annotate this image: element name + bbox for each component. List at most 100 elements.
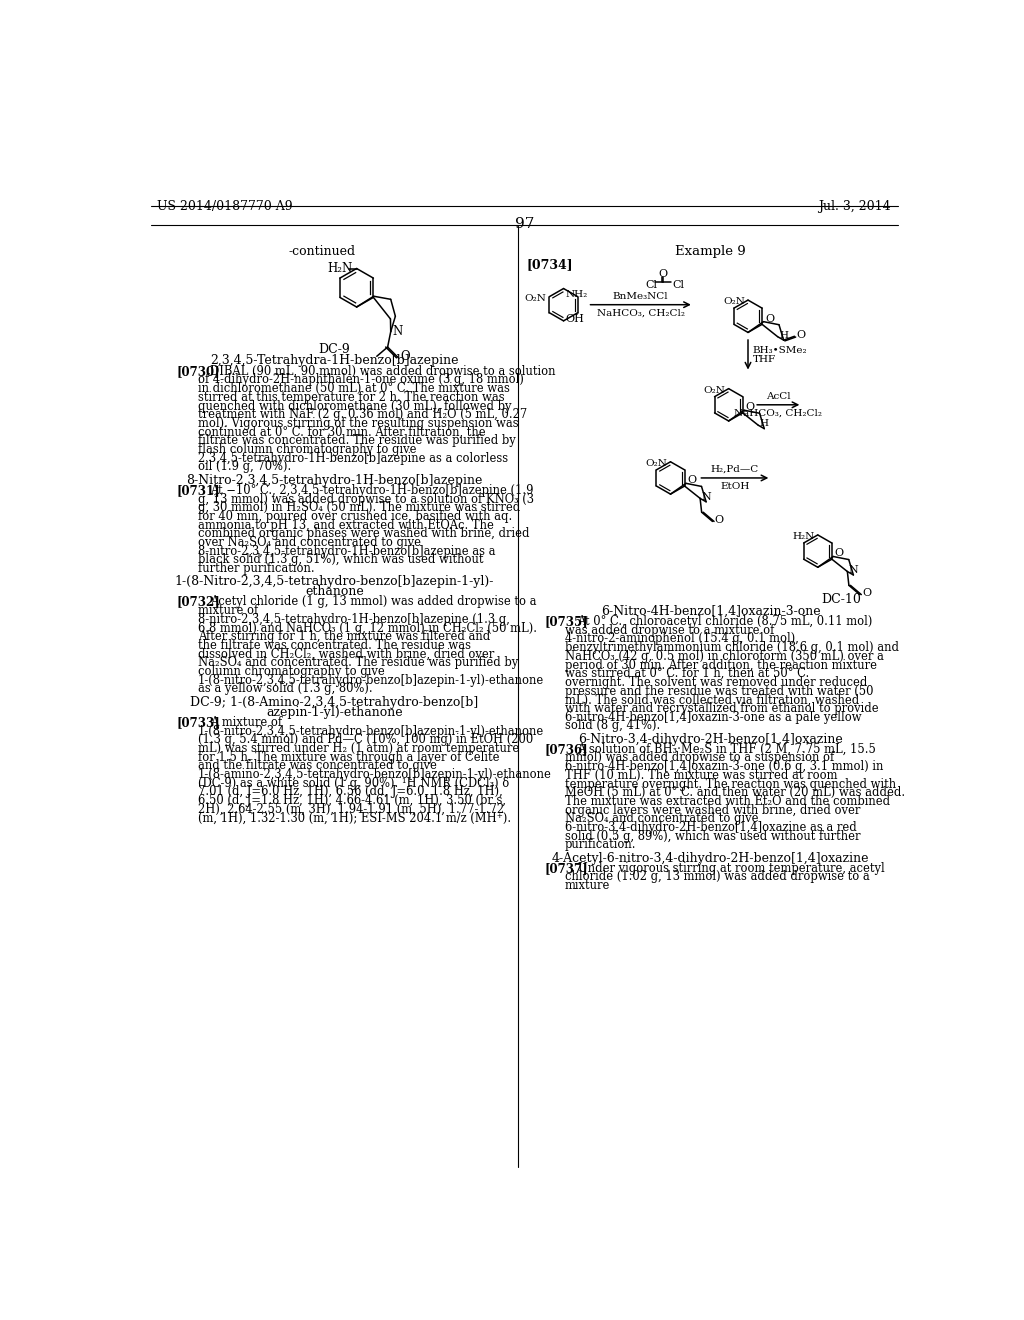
Text: O₂N: O₂N	[723, 297, 744, 306]
Text: mmol) was added dropwise to a suspension of: mmol) was added dropwise to a suspension…	[565, 751, 835, 764]
Text: as a yellow solid (1.3 g, 80%).: as a yellow solid (1.3 g, 80%).	[198, 682, 373, 696]
Text: purification.: purification.	[565, 838, 637, 851]
Text: Na₂SO₄ and concentrated. The residue was purified by: Na₂SO₄ and concentrated. The residue was…	[198, 656, 518, 669]
Text: of 4-dihydro-2H-naphthalen-1-one oxime (3 g, 18 mmol): of 4-dihydro-2H-naphthalen-1-one oxime (…	[198, 374, 523, 387]
Text: (DC-9) as a white solid (1 g, 90%). ¹H NMR (CDCl₃) δ: (DC-9) as a white solid (1 g, 90%). ¹H N…	[198, 776, 509, 789]
Text: 7.01 (d, J=6.0 Hz, 1H), 6.56 (dd, J=6.0, 1.8 Hz, 1H),: 7.01 (d, J=6.0 Hz, 1H), 6.56 (dd, J=6.0,…	[198, 785, 503, 799]
Text: flash column chromatography to give: flash column chromatography to give	[198, 444, 416, 457]
Text: -continued: -continued	[288, 244, 355, 257]
Text: 1-(8-nitro-2,3,4,5-tetrahydro-benzo[b]azepin-1-yl)-ethanone: 1-(8-nitro-2,3,4,5-tetrahydro-benzo[b]az…	[198, 673, 544, 686]
Text: US 2014/0187770 A9: US 2014/0187770 A9	[158, 199, 293, 213]
Text: was stirred at 0° C. for 1 h, then at 50° C.: was stirred at 0° C. for 1 h, then at 50…	[565, 667, 809, 680]
Text: 1-(8-Nitro-2,3,4,5-tetrahydro-benzo[b]azepin-1-yl)-: 1-(8-Nitro-2,3,4,5-tetrahydro-benzo[b]az…	[175, 576, 495, 589]
Text: for 1.5 h. The mixture was through a layer of Celite: for 1.5 h. The mixture was through a lay…	[198, 751, 500, 763]
Text: A mixture of: A mixture of	[210, 715, 283, 729]
Text: 2,3,4,5-Tetrahydra-1H-benzo[b]azepine: 2,3,4,5-Tetrahydra-1H-benzo[b]azepine	[210, 354, 459, 367]
Text: ethanone: ethanone	[305, 586, 364, 598]
Text: H: H	[760, 420, 769, 428]
Text: 8-Nitro-2,3,4,5-tetrahydro-1H-benzo[b]azepine: 8-Nitro-2,3,4,5-tetrahydro-1H-benzo[b]az…	[186, 474, 482, 487]
Text: AcCl: AcCl	[766, 392, 791, 401]
Text: mixture of: mixture of	[198, 605, 258, 618]
Text: 6.8 mmol) and NaHCO₃ (1 g, 12 mmol) in CH₂Cl₂ (50 mL).: 6.8 mmol) and NaHCO₃ (1 g, 12 mmol) in C…	[198, 622, 537, 635]
Text: [0732]: [0732]	[177, 595, 220, 609]
Text: At −10° C., 2,3,4,5-tetrahydro-1H-benzo[b]azepine (1.9: At −10° C., 2,3,4,5-tetrahydro-1H-benzo[…	[210, 484, 534, 496]
Text: DC-9: DC-9	[318, 343, 350, 356]
Text: O: O	[745, 403, 755, 412]
Text: [0737]: [0737]	[544, 862, 588, 875]
Text: O: O	[658, 269, 668, 279]
Text: H₂,Pd—C: H₂,Pd—C	[711, 465, 759, 474]
Text: with water and recrystallized from ethanol to provide: with water and recrystallized from ethan…	[565, 702, 879, 715]
Text: 4-Acetyl-6-nitro-3,4-dihydro-2H-benzo[1,4]oxazine: 4-Acetyl-6-nitro-3,4-dihydro-2H-benzo[1,…	[552, 851, 869, 865]
Text: 6-Nitro-4H-benzo[1,4]oxazin-3-one: 6-Nitro-4H-benzo[1,4]oxazin-3-one	[601, 605, 820, 618]
Text: 6-nitro-4H-benzo[1,4]oxazin-3-one (0.6 g, 3.1 mmol) in: 6-nitro-4H-benzo[1,4]oxazin-3-one (0.6 g…	[565, 760, 884, 774]
Text: solid (8 g, 41%).: solid (8 g, 41%).	[565, 719, 660, 733]
Text: over Na₂SO₄ and concentrated to give: over Na₂SO₄ and concentrated to give	[198, 536, 421, 549]
Text: Cl: Cl	[672, 280, 684, 289]
Text: black solid (1.3 g, 51%), which was used without: black solid (1.3 g, 51%), which was used…	[198, 553, 483, 566]
Text: azepin-1-yl)-ethanone: azepin-1-yl)-ethanone	[266, 706, 402, 719]
Text: A solution of BH₃·Me₂S in THF (2 M, 7.75 mL, 15.5: A solution of BH₃·Me₂S in THF (2 M, 7.75…	[578, 743, 877, 756]
Text: the filtrate was concentrated. The residue was: the filtrate was concentrated. The resid…	[198, 639, 471, 652]
Text: NaHCO₃ (42 g, 0.5 mol) in chloroform (350 mL) over a: NaHCO₃ (42 g, 0.5 mol) in chloroform (35…	[565, 649, 884, 663]
Text: NH₂: NH₂	[565, 290, 588, 300]
Text: H₂N: H₂N	[793, 532, 815, 541]
Text: O: O	[715, 515, 724, 525]
Text: quenched with dichloromethane (30 mL), followed by: quenched with dichloromethane (30 mL), f…	[198, 400, 511, 413]
Text: H: H	[779, 330, 788, 339]
Text: benzyltrimethylammonium chloride (18.6 g, 0.1 mol) and: benzyltrimethylammonium chloride (18.6 g…	[565, 642, 899, 655]
Text: O: O	[835, 548, 844, 558]
Text: DIBAL (90 mL, 90 mmol) was added dropwise to a solution: DIBAL (90 mL, 90 mmol) was added dropwis…	[210, 364, 556, 378]
Text: 6-nitro-4H-benzo[1,4]oxazin-3-one as a pale yellow: 6-nitro-4H-benzo[1,4]oxazin-3-one as a p…	[565, 710, 862, 723]
Text: 2H), 2.64-2.55 (m, 3H), 1.94-1.91 (m, 5H), 1.77-1.72: 2H), 2.64-2.55 (m, 3H), 1.94-1.91 (m, 5H…	[198, 803, 504, 816]
Text: period of 30 min. After addition, the reaction mixture: period of 30 min. After addition, the re…	[565, 659, 878, 672]
Text: O: O	[796, 330, 805, 339]
Text: N: N	[392, 325, 402, 338]
Text: 97: 97	[515, 216, 535, 231]
Text: Example 9: Example 9	[676, 244, 746, 257]
Text: chloride (1.02 g, 13 mmol) was added dropwise to a: chloride (1.02 g, 13 mmol) was added dro…	[565, 870, 869, 883]
Text: [0730]: [0730]	[177, 364, 220, 378]
Text: g, 13 mmol) was added dropwise to a solution of KNO₃ (3: g, 13 mmol) was added dropwise to a solu…	[198, 492, 534, 506]
Text: continued at 0° C. for 30 min. After filtration, the: continued at 0° C. for 30 min. After fil…	[198, 425, 485, 438]
Text: mol). Vigorous stirring of the resulting suspension was: mol). Vigorous stirring of the resulting…	[198, 417, 518, 430]
Text: 8-nitro-2,3,4,5-tetrahydro-1H-benzo[b]azepine as a: 8-nitro-2,3,4,5-tetrahydro-1H-benzo[b]az…	[198, 545, 496, 558]
Text: solid (0.5 g, 89%), which was used without further: solid (0.5 g, 89%), which was used witho…	[565, 830, 860, 842]
Text: O₂N: O₂N	[645, 459, 668, 467]
Text: further purification.: further purification.	[198, 562, 314, 576]
Text: pressure and the residue was treated with water (50: pressure and the residue was treated wit…	[565, 685, 873, 697]
Text: and the filtrate was concentrated to give: and the filtrate was concentrated to giv…	[198, 759, 436, 772]
Text: was added dropwise to a mixture of: was added dropwise to a mixture of	[565, 624, 774, 636]
Text: N: N	[849, 565, 859, 576]
Text: NaHCO₃, CH₂Cl₂: NaHCO₃, CH₂Cl₂	[597, 309, 685, 318]
Text: g, 30 mmol) in H₂SO₄ (50 mL). The mixture was stirred: g, 30 mmol) in H₂SO₄ (50 mL). The mixtur…	[198, 502, 520, 515]
Text: Under vigorous stirring at room temperature, acetyl: Under vigorous stirring at room temperat…	[578, 862, 885, 875]
Text: mL) was stirred under H₂ (1 atm) at room temperature: mL) was stirred under H₂ (1 atm) at room…	[198, 742, 519, 755]
Text: stirred at this temperature for 2 h. The reaction was: stirred at this temperature for 2 h. The…	[198, 391, 505, 404]
Text: O: O	[862, 589, 871, 598]
Text: N: N	[701, 492, 712, 502]
Text: The mixture was extracted with Et₂O and the combined: The mixture was extracted with Et₂O and …	[565, 795, 890, 808]
Text: At 0° C., chloroacetyl chloride (8.75 mL, 0.11 mol): At 0° C., chloroacetyl chloride (8.75 mL…	[578, 615, 872, 628]
Text: 6-Nitro-3,4-dihydro-2H-benzo[1,4]oxazine: 6-Nitro-3,4-dihydro-2H-benzo[1,4]oxazine	[579, 733, 843, 746]
Text: column chromatography to give: column chromatography to give	[198, 665, 384, 678]
Text: filtrate was concentrated. The residue was purified by: filtrate was concentrated. The residue w…	[198, 434, 515, 447]
Text: After stirring for 1 h, the mixture was filtered and: After stirring for 1 h, the mixture was …	[198, 630, 490, 643]
Text: [0734]: [0734]	[526, 259, 573, 272]
Text: O₂N: O₂N	[524, 293, 547, 302]
Text: [0736]: [0736]	[544, 743, 588, 756]
Text: NaHCO₃, CH₂Cl₂: NaHCO₃, CH₂Cl₂	[734, 409, 822, 417]
Text: Acetyl chloride (1 g, 13 mmol) was added dropwise to a: Acetyl chloride (1 g, 13 mmol) was added…	[210, 595, 537, 609]
Text: for 40 min, poured over crushed ice, basified with aq.: for 40 min, poured over crushed ice, bas…	[198, 510, 512, 523]
Text: in dichloromethane (50 mL) at 0° C. The mixture was: in dichloromethane (50 mL) at 0° C. The …	[198, 383, 510, 395]
Text: THF (10 mL). The mixture was stirred at room: THF (10 mL). The mixture was stirred at …	[565, 768, 838, 781]
Text: treatment with NaF (2 g. 0.36 mol) and H₂O (5 mL, 0.27: treatment with NaF (2 g. 0.36 mol) and H…	[198, 408, 527, 421]
Text: BH₃•SMe₂: BH₃•SMe₂	[753, 346, 807, 355]
Text: O: O	[765, 314, 774, 323]
Text: BnMe₃NCl: BnMe₃NCl	[612, 292, 669, 301]
Text: O: O	[687, 475, 696, 486]
Text: MeOH (5 mL) at 0° C. and then water (20 mL) was added.: MeOH (5 mL) at 0° C. and then water (20 …	[565, 787, 905, 799]
Text: EtOH: EtOH	[720, 482, 750, 491]
Text: [0733]: [0733]	[177, 715, 220, 729]
Text: oil (1.9 g, 70%).: oil (1.9 g, 70%).	[198, 461, 291, 474]
